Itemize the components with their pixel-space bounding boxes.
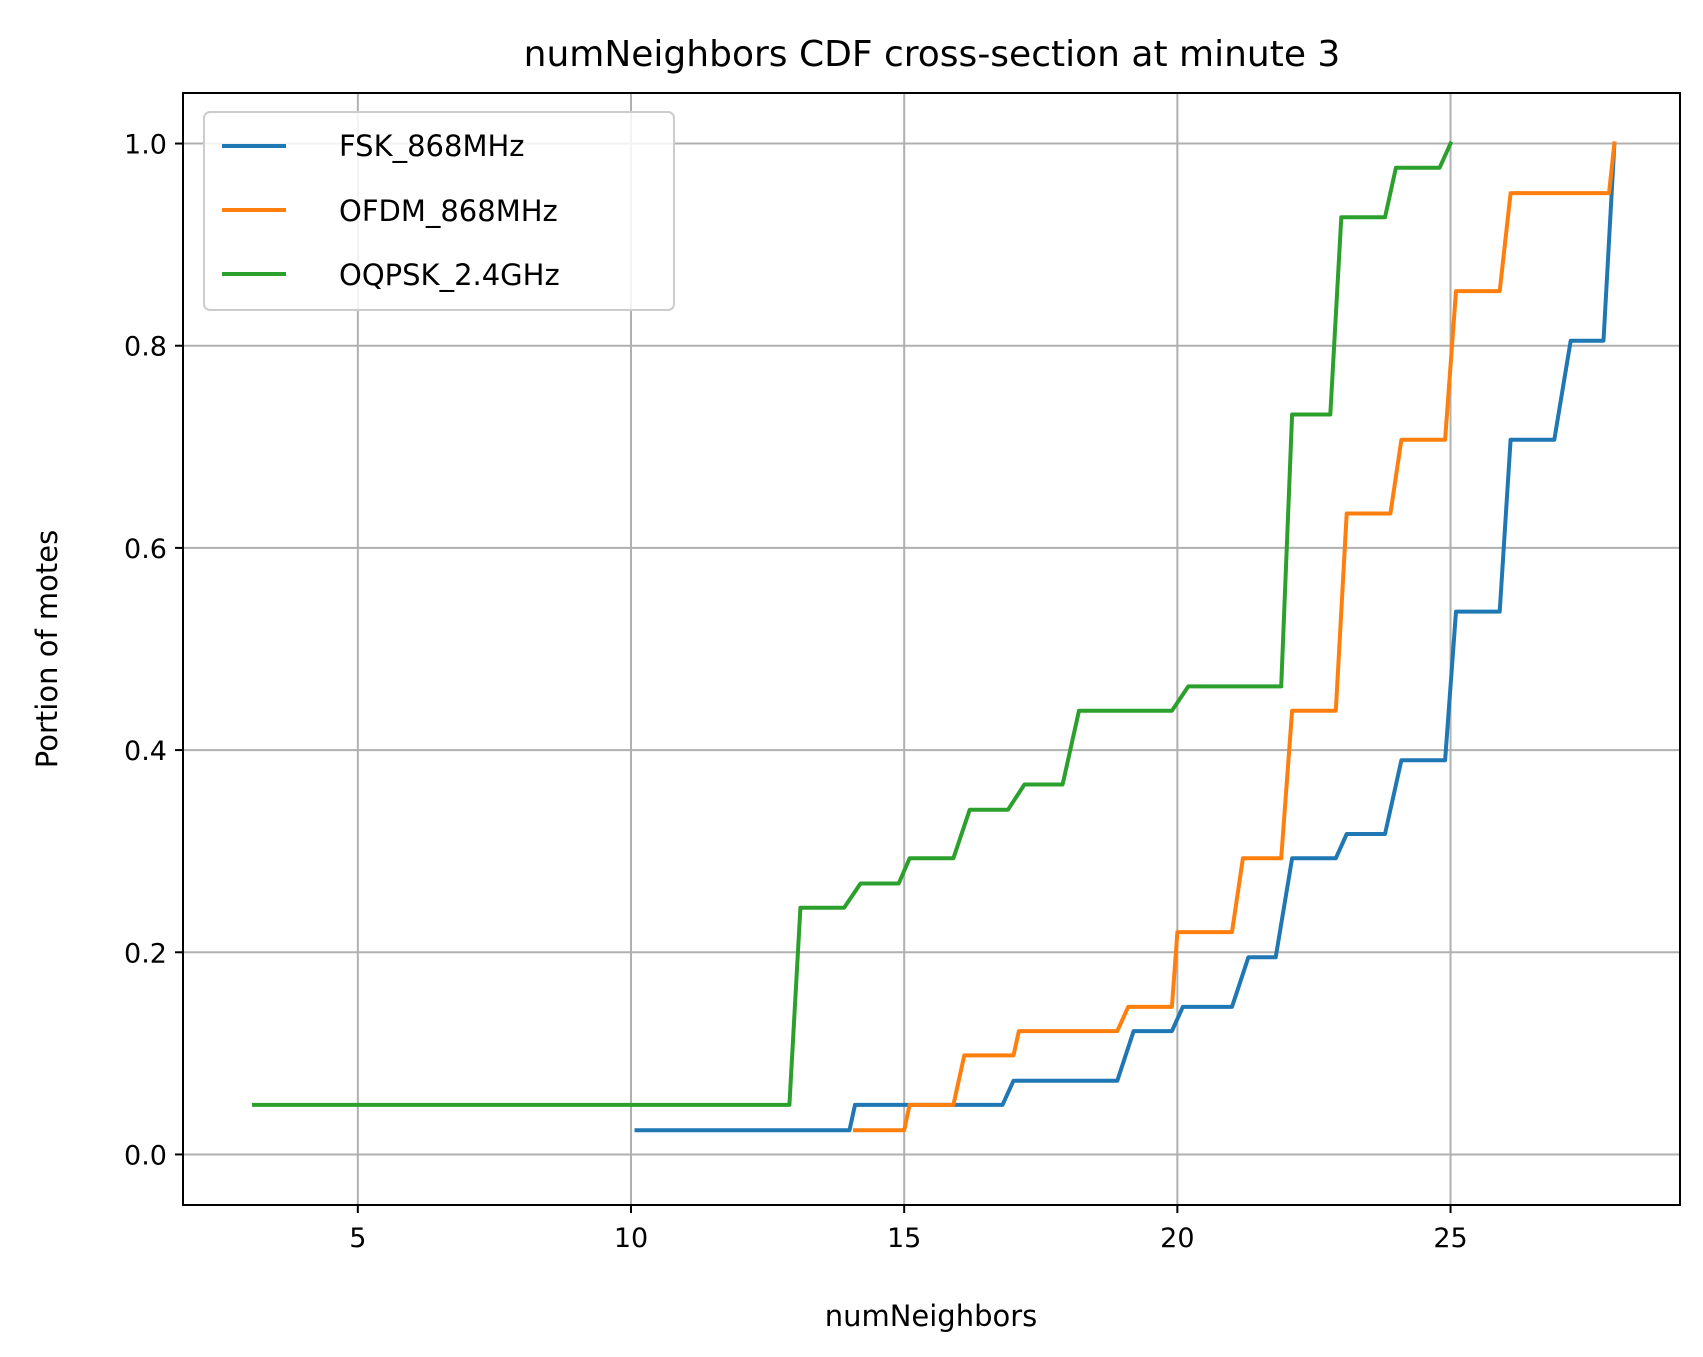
y-axis-label: Portion of motes [30, 530, 64, 768]
y-tick-label: 0.0 [124, 1140, 167, 1171]
legend-label-ofdm: OFDM_868MHz [339, 194, 558, 228]
legend: FSK_868MHz OFDM_868MHz OQPSK_2.4GHz [203, 111, 675, 311]
legend-box [203, 111, 675, 311]
chart-title: numNeighbors CDF cross-section at minute… [524, 34, 1341, 75]
x-tick-label: 10 [614, 1223, 648, 1254]
series-line-fsk-868mhz [634, 141, 1617, 1133]
x-tick-label: 5 [349, 1223, 366, 1254]
y-tick-label: 0.4 [124, 736, 167, 767]
x-tick-label: 20 [1160, 1223, 1194, 1254]
series-line-oqpsk-2-4ghz [252, 140, 1454, 1107]
x-tick-label: 15 [887, 1223, 921, 1254]
axis-ticks: 5 10 15 20 25 0.0 0.2 0.4 0.6 0.8 1.0 [124, 130, 1468, 1254]
series-line-ofdm-868mhz [853, 141, 1617, 1133]
y-tick-label: 0.6 [124, 534, 167, 565]
legend-label-oqpsk: OQPSK_2.4GHz [339, 258, 560, 292]
y-tick-label: 0.2 [124, 938, 167, 969]
x-axis-label: numNeighbors [825, 1299, 1038, 1333]
y-tick-label: 0.8 [124, 332, 167, 363]
y-tick-label: 1.0 [124, 130, 167, 161]
series-lines [252, 140, 1617, 1133]
plot-area-frame [182, 92, 1681, 1206]
x-tick-label: 25 [1433, 1223, 1467, 1254]
legend-label-fsk: FSK_868MHz [339, 129, 525, 163]
